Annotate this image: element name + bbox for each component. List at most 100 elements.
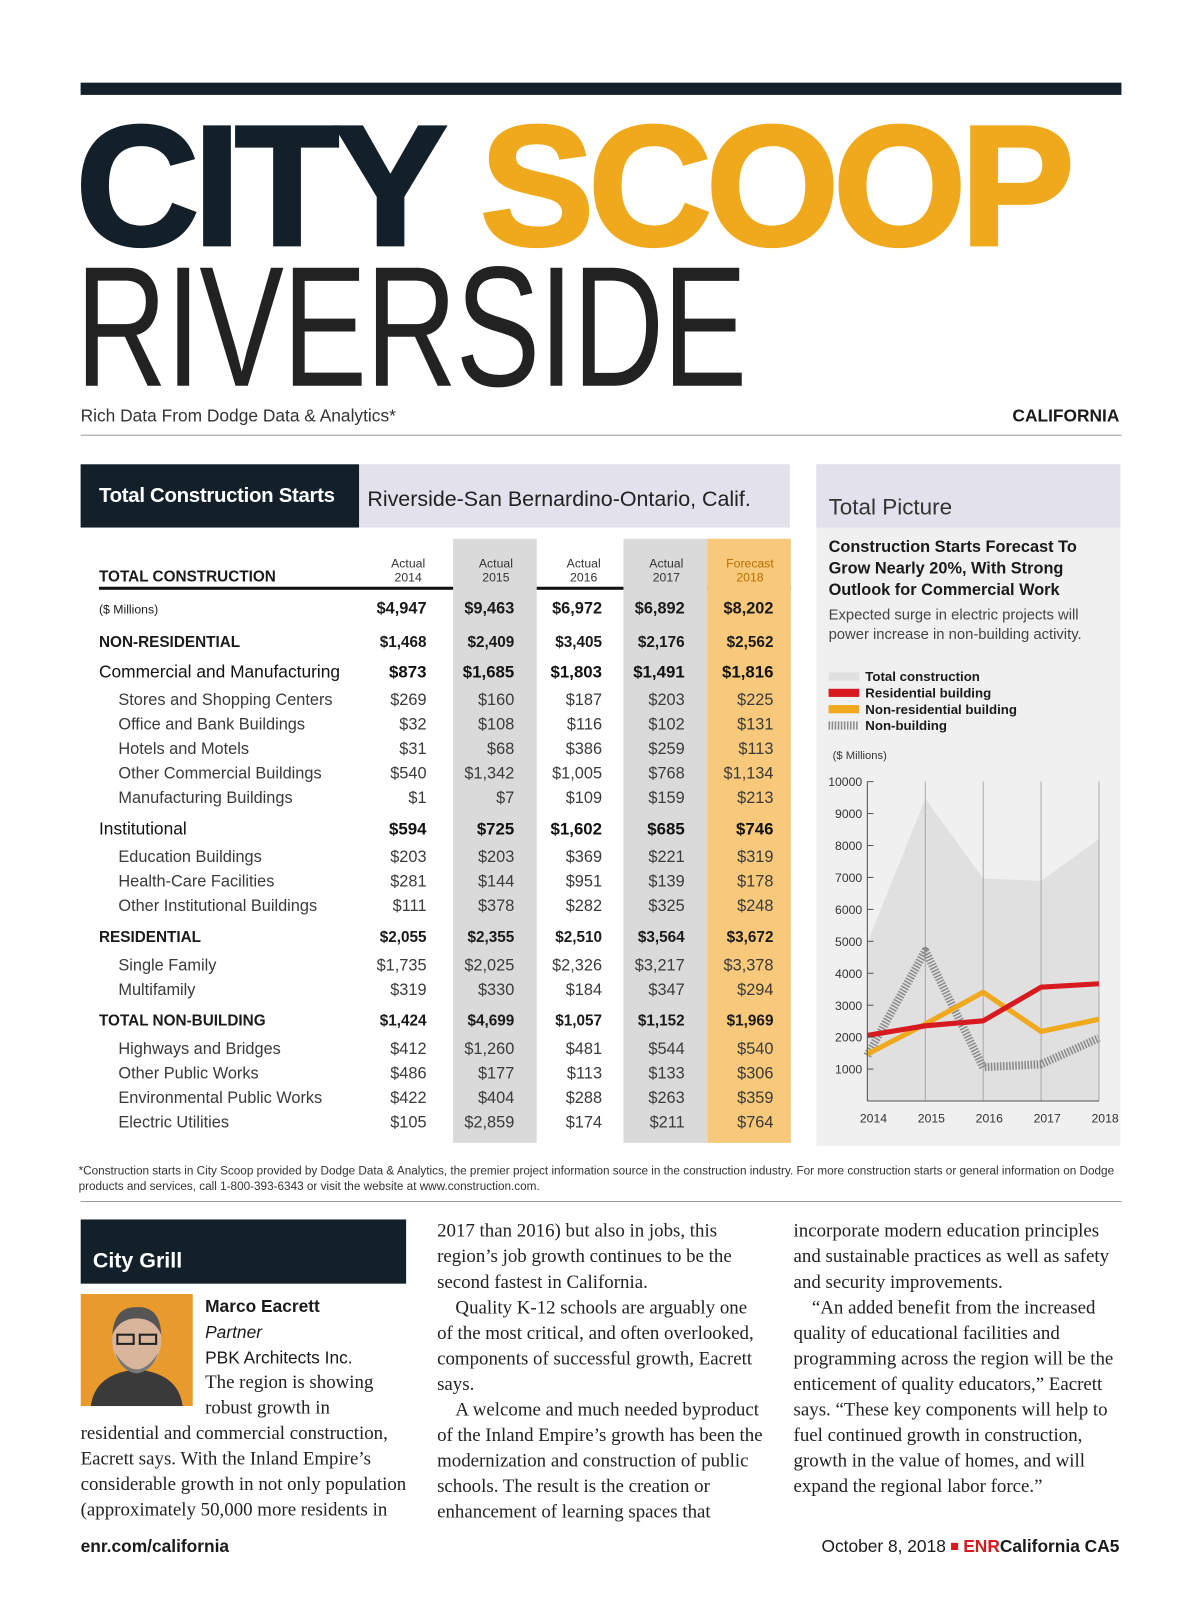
- header-rule: [98, 586, 791, 590]
- column-year: 2018: [736, 570, 764, 585]
- cell-value: $540: [737, 1040, 774, 1059]
- cell-value: $2,409: [467, 633, 515, 652]
- cell-value: $378: [477, 897, 515, 916]
- cell-value: $1,134: [723, 765, 774, 783]
- column-band: [707, 538, 791, 1143]
- cell-value: $203: [648, 691, 685, 710]
- paragraph: “An added benefit from the increased qua…: [793, 1297, 1114, 1497]
- cell-value: $746: [736, 820, 774, 839]
- rule: [80, 434, 1122, 436]
- cell-value: $31: [399, 740, 427, 759]
- paragraph: The region is showing robust growth in r…: [80, 1221, 732, 1521]
- row-label: TOTAL NON-BUILDING: [98, 1012, 266, 1030]
- cell-value: $1,005: [552, 765, 603, 783]
- table-title: Total Construction Starts: [80, 464, 360, 528]
- author-role: Partner: [205, 1322, 262, 1342]
- row-label: Hotels and Motels: [118, 740, 250, 759]
- row-label: Health-Care Facilities: [118, 873, 275, 891]
- cell-value: $3,378: [723, 957, 774, 975]
- article-body: The region is showing robust growth in r…: [81, 1219, 1120, 1530]
- cell-value: $159: [648, 789, 685, 808]
- cell-value: $347: [648, 981, 685, 999]
- cell-value: $184: [565, 981, 603, 999]
- row-label: Education Buildings: [118, 848, 262, 867]
- cell-value: $685: [647, 820, 685, 839]
- chart-subtitle: Expected surge in electric projects will…: [828, 607, 1082, 643]
- column-band: [453, 538, 537, 1143]
- cell-value: $481: [565, 1040, 603, 1059]
- cell-value: $6,972: [552, 599, 603, 618]
- cell-value: $1,602: [550, 820, 603, 839]
- tagline: Rich Data From Dodge Data & Analytics*: [80, 406, 396, 426]
- article-header: City Grill: [80, 1219, 407, 1284]
- cell-value: $178: [737, 873, 774, 891]
- cell-value: $540: [390, 765, 427, 783]
- cell-value: $3,564: [637, 928, 685, 946]
- cell-value: $3,217: [634, 957, 685, 975]
- cell-value: $1,342: [464, 765, 515, 783]
- row-label: Electric Utilities: [118, 1114, 230, 1132]
- masthead-accent: SCOOP: [478, 89, 1076, 282]
- row-label: Manufacturing Buildings: [118, 789, 293, 808]
- cell-value: $369: [565, 848, 603, 867]
- cell-value: $1,735: [376, 957, 427, 975]
- cell-value: $8,202: [723, 599, 774, 618]
- region: CALIFORNIA: [1012, 406, 1120, 426]
- cell-value: $2,355: [467, 928, 515, 946]
- column-year: 2016: [570, 570, 598, 585]
- footer-info: October 8, 2018 ENRCalifornia CA5: [714, 1537, 1119, 1557]
- row-label: Other Public Works: [118, 1065, 259, 1083]
- footnote: *Construction starts in City Scoop provi…: [78, 1165, 1115, 1193]
- footer-brand: ENR: [963, 1536, 1000, 1557]
- cell-value: $359: [737, 1089, 774, 1108]
- chart-title: Construction Starts Forecast To Grow Nea…: [828, 538, 1077, 599]
- column-status: Actual: [566, 556, 601, 571]
- cell-value: $3,405: [555, 633, 603, 652]
- cell-value: $2,326: [552, 957, 603, 975]
- cell-value: $873: [389, 663, 427, 682]
- column-status: Actual: [478, 556, 513, 571]
- cell-value: $113: [738, 740, 774, 759]
- footer-url: enr.com/california: [80, 1536, 230, 1557]
- row-label: Other Commercial Buildings: [118, 765, 322, 783]
- cell-value: $725: [476, 820, 515, 839]
- row-label: RESIDENTIAL: [98, 928, 202, 946]
- rule: [80, 1201, 1122, 1203]
- cell-value: $203: [390, 848, 427, 867]
- row-unit: ($ Millions): [98, 602, 159, 617]
- bullet: [950, 1542, 959, 1550]
- row-label: Institutional: [98, 819, 187, 839]
- footer-date: October 8, 2018: [821, 1536, 946, 1557]
- cell-value: $203: [477, 848, 515, 867]
- column-status: Actual: [391, 556, 426, 571]
- cell-value: $113: [566, 1065, 603, 1083]
- author-name: Marco Eacrett: [205, 1296, 320, 1317]
- cell-value: $325: [648, 897, 685, 916]
- row-label: Commercial and Manufacturing: [98, 662, 341, 682]
- cell-value: $133: [648, 1065, 685, 1083]
- cell-value: $109: [565, 789, 603, 808]
- paragraph: Quality K-12 schools are arguably one of…: [437, 1297, 754, 1395]
- cell-value: $105: [390, 1114, 427, 1132]
- cell-value: $288: [565, 1089, 603, 1108]
- cell-value: $544: [648, 1040, 685, 1059]
- paragraph: A welcome and much needed byproduct of t…: [437, 1221, 1110, 1523]
- cell-value: $306: [737, 1065, 774, 1083]
- cell-value: $404: [477, 1089, 515, 1108]
- article: City Grill Marco Eacrett Partner PBK Arc…: [80, 1219, 1120, 1530]
- cell-value: $102: [648, 716, 685, 734]
- masthead: CITY SCOOP: [74, 98, 1076, 272]
- row-label: Environmental Public Works: [118, 1089, 323, 1108]
- cell-value: $764: [737, 1114, 774, 1132]
- cell-value: $2,176: [637, 633, 685, 652]
- row-label: Multifamily: [118, 981, 196, 999]
- cell-value: $1,803: [550, 663, 603, 682]
- cell-value: $174: [565, 1114, 603, 1132]
- cell-value: $9,463: [464, 599, 515, 618]
- cell-value: $282: [565, 897, 603, 916]
- top-bar: [80, 82, 1122, 95]
- row-label: Stores and Shopping Centers: [118, 691, 333, 710]
- cell-value: $4,699: [467, 1012, 515, 1030]
